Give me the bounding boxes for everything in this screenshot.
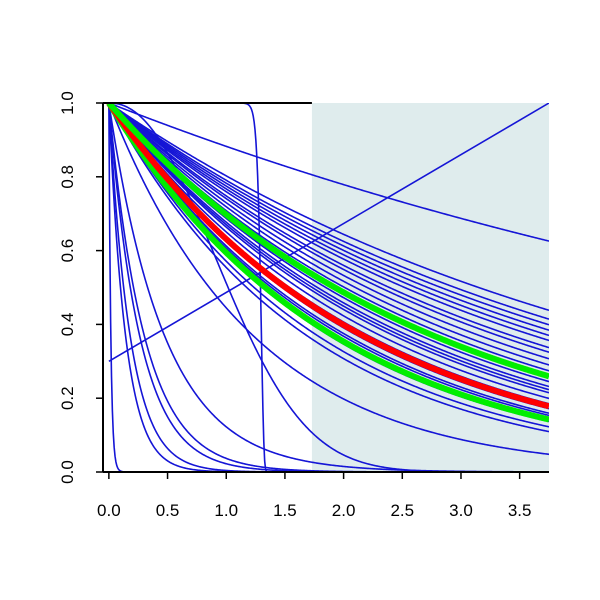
y-tick-label: 0.8 <box>58 165 77 189</box>
series-line-3-blue <box>108 103 549 320</box>
y-tick-label: 0.4 <box>58 313 77 337</box>
x-tick-label: 1.0 <box>214 501 238 520</box>
series-line-1-blue <box>108 103 549 242</box>
series-line-16-blue <box>108 103 549 391</box>
series-line-31-blue <box>108 103 549 472</box>
series-line-4-blue <box>108 103 549 326</box>
x-tick-label: 3.0 <box>449 501 473 520</box>
series-line-2-blue <box>108 103 549 312</box>
series-line-11-blue <box>108 103 549 366</box>
x-tick-label: 0.0 <box>97 501 121 520</box>
series-line-38-green <box>106 103 549 380</box>
y-tick-label: 0.6 <box>58 239 77 263</box>
series-line-21-blue <box>108 103 549 415</box>
shaded-region <box>311 103 549 472</box>
x-axis: 0.0 0.5 1.0 1.5 2.0 2.5 3.0 3.5 <box>97 472 531 520</box>
series-line-9-blue <box>108 103 549 353</box>
series-line-8-blue <box>108 103 549 349</box>
y-tick-label: 0.2 <box>58 386 77 410</box>
y-axis: 0.0 0.2 0.4 0.6 0.8 1.0 <box>58 91 103 484</box>
series-line-17-blue <box>108 103 549 394</box>
y-tick-label: 1.0 <box>58 91 77 115</box>
series-line-5-blue <box>108 103 549 331</box>
series-line-6-blue <box>108 103 549 337</box>
shaded-region-layer <box>311 103 549 472</box>
series-line-37-red <box>106 103 549 410</box>
series-line-7-blue <box>108 103 549 342</box>
plot-frame-layer <box>102 102 549 473</box>
series-line-18-blue <box>108 103 549 400</box>
x-tick-label: 0.5 <box>156 501 180 520</box>
series-line-24-blue <box>108 103 549 428</box>
series-line-35-blue <box>108 103 549 362</box>
series-line-25-blue <box>108 103 549 433</box>
y-tick-label: 0.0 <box>58 460 77 484</box>
series-line-36-green <box>106 103 549 423</box>
x-tick-label: 2.0 <box>332 501 356 520</box>
series-line-26-blue <box>108 103 549 456</box>
x-tick-label: 3.5 <box>508 501 532 520</box>
series-line-10-blue <box>108 103 549 360</box>
x-tick-label: 2.5 <box>390 501 414 520</box>
series-layer <box>106 103 549 472</box>
x-tick-label: 1.5 <box>273 501 297 520</box>
